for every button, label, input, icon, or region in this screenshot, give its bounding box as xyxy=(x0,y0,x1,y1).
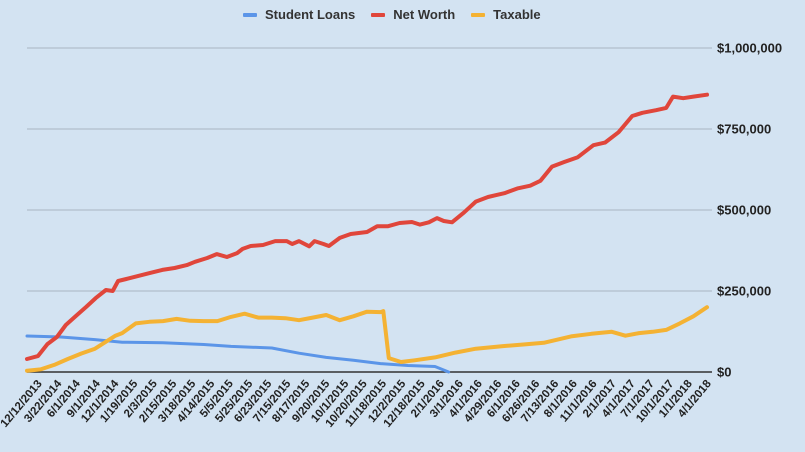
legend-item-student-loans[interactable]: Student Loans xyxy=(243,7,355,22)
series-net-worth[interactable] xyxy=(25,92,709,361)
y-tick-750000: $750,000 xyxy=(717,121,772,137)
legend-swatch-net-worth-icon xyxy=(371,12,386,17)
legend: Student Loans Net Worth Taxable xyxy=(243,7,557,22)
y-tick-1000000: $1,000,000 xyxy=(717,40,783,56)
series-student-loans[interactable] xyxy=(25,334,451,374)
legend-label-net-worth: Net Worth xyxy=(393,7,456,22)
legend-item-net-worth[interactable]: Net Worth xyxy=(371,7,455,22)
legend-item-taxable[interactable]: Taxable xyxy=(471,7,541,22)
legend-label-taxable: Taxable xyxy=(493,7,541,22)
legend-label-student-loans: Student Loans xyxy=(265,7,356,22)
series-taxable[interactable] xyxy=(25,305,709,373)
legend-swatch-taxable-icon xyxy=(471,12,486,17)
y-tick-500000: $500,000 xyxy=(717,202,772,218)
y-tick-250000: $250,000 xyxy=(717,283,772,299)
legend-swatch-student-loans-icon xyxy=(243,12,257,17)
y-tick-0: $0 xyxy=(717,364,732,380)
